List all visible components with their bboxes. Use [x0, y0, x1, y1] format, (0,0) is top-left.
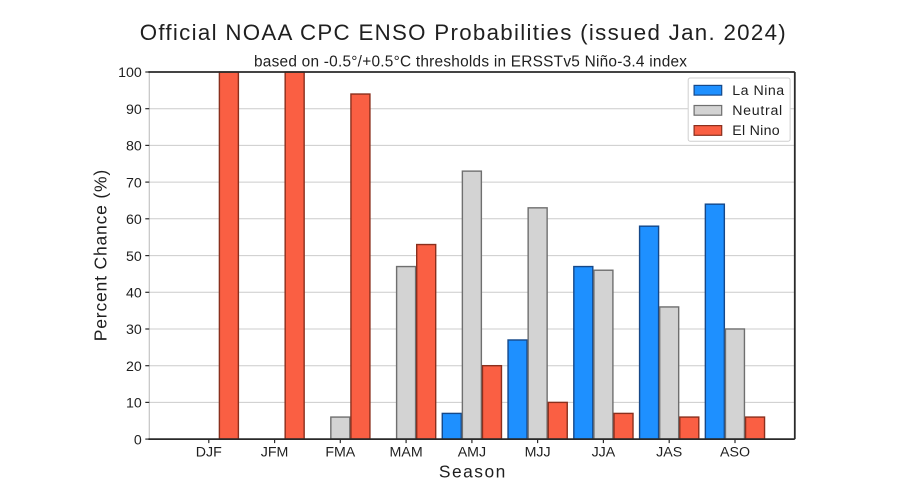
- svg-text:0: 0: [134, 432, 142, 448]
- svg-text:Percent Chance (%): Percent Chance (%): [90, 170, 110, 342]
- svg-text:FMA: FMA: [325, 445, 355, 461]
- svg-text:70: 70: [126, 175, 142, 191]
- svg-text:El Nino: El Nino: [732, 123, 780, 139]
- svg-text:Neutral: Neutral: [732, 103, 782, 119]
- svg-text:50: 50: [126, 249, 142, 265]
- svg-text:MJJ: MJJ: [525, 445, 551, 461]
- svg-text:Official NOAA CPC ENSO Probabi: Official NOAA CPC ENSO Probabilities (is…: [140, 20, 786, 45]
- svg-text:JFM: JFM: [261, 445, 289, 461]
- svg-text:JJA: JJA: [592, 445, 616, 461]
- svg-text:La Nina: La Nina: [732, 83, 784, 99]
- svg-text:80: 80: [126, 139, 142, 155]
- svg-text:Season: Season: [439, 461, 505, 481]
- svg-text:20: 20: [126, 359, 142, 375]
- svg-text:100: 100: [118, 65, 142, 81]
- svg-text:60: 60: [126, 212, 142, 228]
- svg-text:10: 10: [126, 396, 142, 412]
- svg-text:40: 40: [126, 286, 142, 302]
- svg-text:30: 30: [126, 322, 142, 338]
- svg-text:AMJ: AMJ: [458, 445, 486, 461]
- svg-text:ASO: ASO: [720, 445, 750, 461]
- svg-text:90: 90: [126, 102, 142, 118]
- svg-text:MAM: MAM: [390, 445, 423, 461]
- svg-text:based on -0.5°/+0.5°C threshol: based on -0.5°/+0.5°C thresholds in ERSS…: [254, 54, 687, 71]
- svg-text:DJF: DJF: [196, 445, 222, 461]
- svg-text:JAS: JAS: [656, 445, 682, 461]
